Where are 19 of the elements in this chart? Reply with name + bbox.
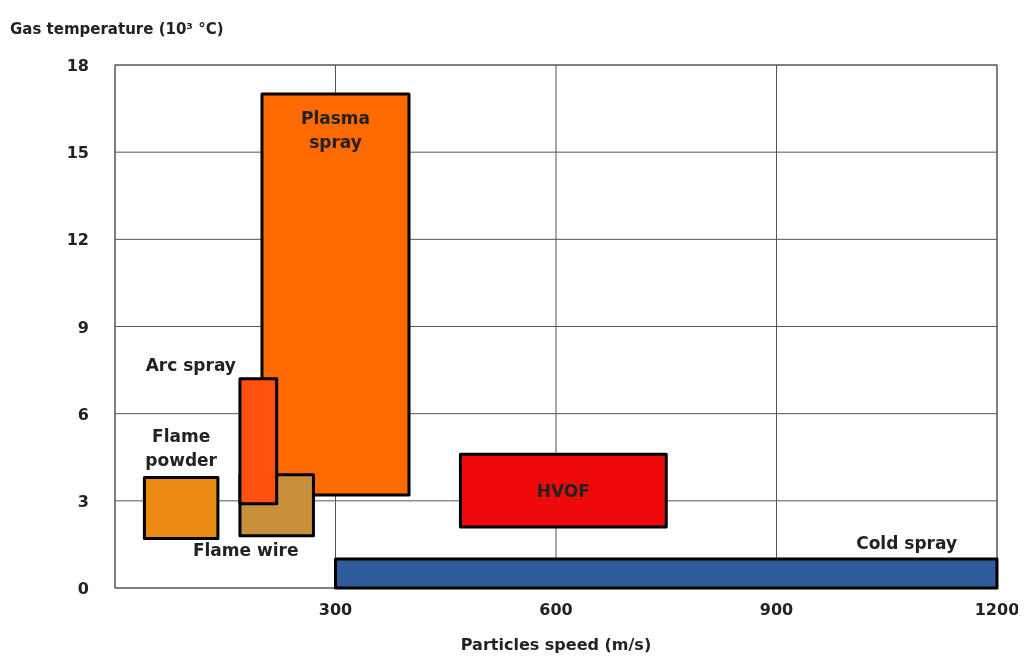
x-tick-label: 1200 — [974, 600, 1020, 619]
x-tick-label: 300 — [318, 600, 353, 619]
x-tick-label: 600 — [539, 600, 573, 619]
y-tick-label: 6 — [77, 404, 89, 424]
y-tick-label: 9 — [77, 317, 89, 337]
x-tick-label: 900 — [759, 600, 794, 619]
series-label: Plasma spray — [300, 108, 371, 153]
series-label: HVOF — [536, 480, 590, 501]
y-tick-label: 0 — [77, 579, 89, 598]
y-tick-label: 3 — [77, 491, 89, 511]
series-label: Flame powder — [145, 425, 218, 470]
y-tick-label: 12 — [66, 230, 89, 250]
series-label: Flame wire — [192, 539, 299, 560]
y-tick-label: 18 — [66, 56, 89, 75]
y-axis-title: Gas temperature (10³ °C) — [10, 20, 224, 38]
y-tick-label: 15 — [66, 143, 89, 163]
series-label: Cold spray — [856, 532, 957, 553]
x-axis-title: Particles speed (m/s) — [460, 635, 652, 654]
series-label: Arc spray — [145, 354, 236, 375]
